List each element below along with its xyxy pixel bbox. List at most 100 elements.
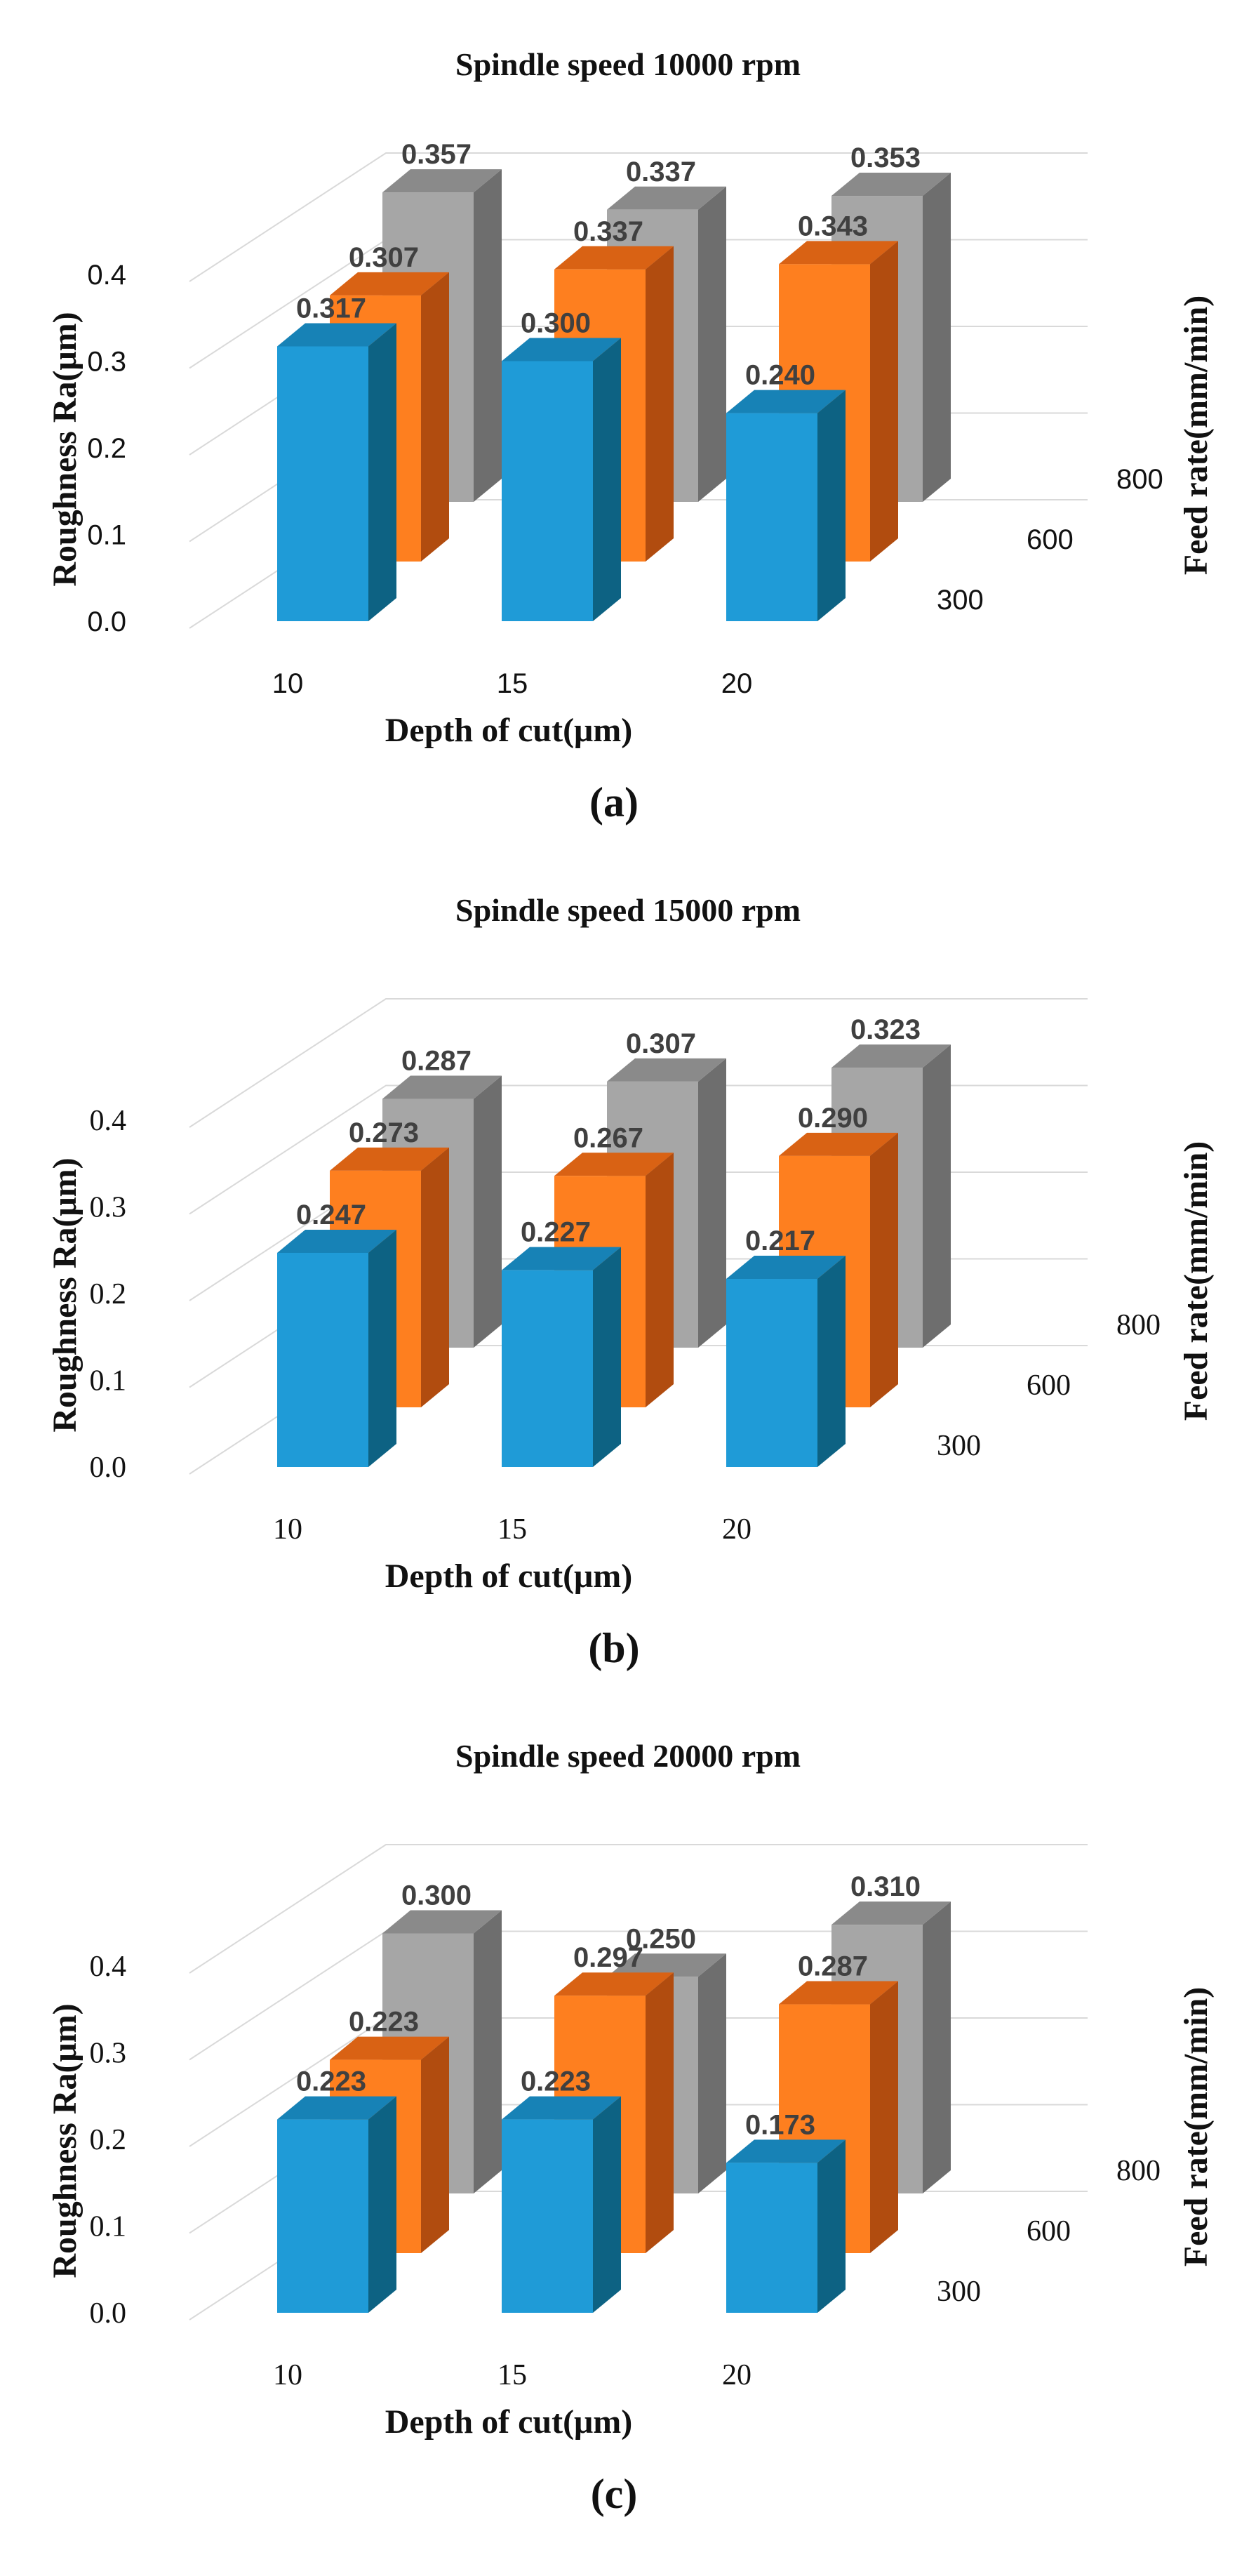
bar-front — [502, 361, 593, 621]
data-label: 0.240 — [745, 360, 815, 391]
bar-front — [277, 346, 368, 621]
bar-top — [779, 241, 898, 265]
y-tick-label: 0.4 — [87, 260, 126, 291]
bar-side — [923, 1901, 951, 2193]
bar-side — [474, 169, 502, 503]
data-label: 0.290 — [798, 1103, 868, 1134]
x-tick-label: 15 — [497, 668, 528, 699]
bar-top — [831, 1044, 951, 1068]
chart-panel-2: Spindle speed 15000 rpm 0.0 0.1 0.2 0.3 0.4 0.… — [46, 892, 1215, 1671]
bar-side — [646, 1972, 674, 2253]
data-label: 0.337 — [573, 216, 643, 247]
x-tick-label: 10 — [273, 1513, 302, 1546]
bar-side — [593, 2096, 621, 2313]
bar-side — [698, 186, 726, 502]
bar-top — [554, 1972, 674, 1996]
gridline — [189, 998, 1088, 1128]
z-tick-label: 600 — [1027, 524, 1074, 555]
z-tick-label: 300 — [937, 1430, 981, 1462]
data-label: 0.297 — [573, 1942, 643, 1973]
x-axis-title: Depth of cut(μm) — [385, 712, 632, 749]
bar-side — [923, 173, 951, 503]
data-label: 0.267 — [573, 1122, 643, 1153]
bar — [502, 338, 621, 621]
y-tick-label: 0.0 — [90, 2297, 127, 2330]
data-label: 0.227 — [521, 1217, 591, 1248]
y-tick-label: 0.1 — [87, 520, 126, 551]
data-label: 0.317 — [296, 293, 366, 324]
z-axis-title: Feed rate(mm/min) — [1177, 296, 1215, 576]
data-label: 0.353 — [850, 142, 921, 173]
z-axis-title: Feed rate(mm/min) — [1177, 1141, 1215, 1421]
bar-top — [277, 2096, 396, 2120]
bar-side — [923, 1044, 951, 1348]
bar-front — [726, 2163, 817, 2313]
z-tick-label: 300 — [937, 585, 984, 616]
bar-top — [831, 1901, 951, 1925]
data-label: 0.223 — [349, 2007, 419, 2038]
bar — [277, 1229, 396, 1467]
y-tick-label: 0.1 — [90, 1365, 127, 1397]
bar-side — [646, 1153, 674, 1407]
data-label: 0.217 — [745, 1226, 815, 1256]
data-label: 0.337 — [626, 157, 696, 187]
data-label: 0.300 — [401, 1880, 472, 1911]
z-axis-title: Feed rate(mm/min) — [1177, 1987, 1215, 2267]
bar-top — [277, 323, 396, 347]
bar-top — [779, 1132, 898, 1156]
bar-side — [593, 1247, 621, 1467]
chart-panel-1: Spindle speed 10000 rpm 0.0 0.1 0.2 0.3 0.4 0.… — [46, 46, 1215, 825]
y-tick-label: 0.4 — [90, 1951, 127, 1983]
y-tick-label: 0.3 — [90, 1192, 127, 1224]
data-label: 0.287 — [401, 1046, 472, 1077]
bar-top — [502, 1247, 621, 1270]
bar-front — [502, 2119, 593, 2313]
data-label: 0.307 — [626, 1028, 696, 1059]
y-tick-label: 0.1 — [90, 2211, 127, 2243]
bar-side — [698, 1058, 726, 1348]
z-tick-label: 600 — [1027, 1369, 1071, 1402]
y-tick-label: 0.0 — [90, 1452, 127, 1484]
panel-caption: (a) — [589, 779, 639, 825]
x-axis-title: Depth of cut(μm) — [385, 1558, 632, 1595]
bar-side — [870, 241, 898, 562]
bar-top — [330, 2036, 449, 2060]
bar-top — [607, 1058, 726, 1082]
bar-side — [817, 1256, 846, 1467]
bar-side — [368, 2096, 396, 2313]
bar-side — [474, 1910, 502, 2193]
bar-side — [368, 1229, 396, 1467]
bar-side — [870, 1981, 898, 2253]
chart-panel-3: Spindle speed 20000 rpm 0.0 0.1 0.2 0.3 0.4 0.… — [46, 1738, 1215, 2517]
data-label: 0.300 — [521, 308, 591, 339]
z-tick-label: 300 — [937, 2276, 981, 2308]
x-axis-title: Depth of cut(μm) — [385, 2403, 632, 2441]
bar-top — [726, 1256, 846, 1280]
x-tick-label: 10 — [273, 2359, 302, 2391]
bar — [726, 1256, 846, 1467]
panel-caption: (c) — [591, 2471, 638, 2517]
y-axis-title: Roughness Ra(μm) — [46, 1157, 83, 1432]
bar-front — [726, 1279, 817, 1467]
z-tick-label: 800 — [1116, 1309, 1161, 1341]
chart-title: Spindle speed 20000 rpm — [455, 1738, 801, 1774]
bar-top — [607, 1953, 726, 1977]
y-tick-label: 0.2 — [90, 1278, 127, 1310]
y-tick-label: 0.3 — [90, 2038, 127, 2070]
z-tick-label: 600 — [1027, 2215, 1071, 2248]
data-label: 0.223 — [521, 2066, 591, 2097]
x-tick-label: 15 — [497, 2359, 527, 2391]
z-tick-label: 800 — [1116, 2155, 1161, 2187]
data-label: 0.250 — [626, 1923, 696, 1954]
bar — [502, 1247, 621, 1467]
chart-title: Spindle speed 10000 rpm — [455, 46, 801, 82]
bar-side — [698, 1953, 726, 2193]
panel-caption: (b) — [588, 1625, 639, 1671]
bar — [277, 2096, 396, 2313]
y-tick-label: 0.4 — [90, 1105, 127, 1137]
bar-side — [870, 1132, 898, 1407]
bar-side — [817, 390, 846, 621]
bar-top — [607, 186, 726, 210]
bar-top — [277, 1229, 396, 1253]
